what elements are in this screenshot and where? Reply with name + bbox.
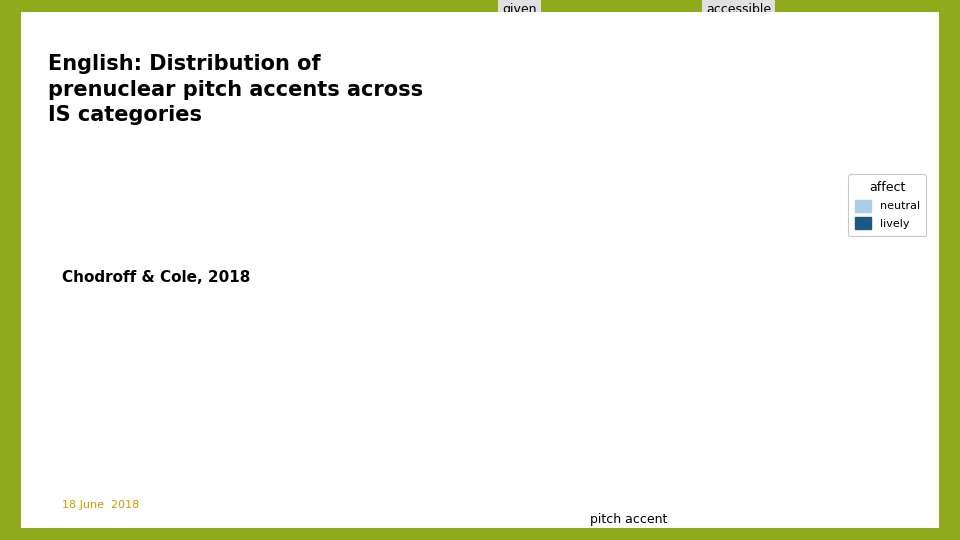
Title: contrastive: contrastive	[704, 248, 774, 261]
Title: accessible: accessible	[706, 3, 771, 16]
Bar	[715, 483, 732, 486]
Bar	[746, 152, 762, 241]
Bar	[432, 142, 448, 241]
Bar	[542, 53, 560, 241]
Text: 11: 11	[811, 191, 824, 201]
Text: Chodroff & Cole, 2018: Chodroff & Cole, 2018	[62, 270, 251, 285]
Text: 18 June  2018: 18 June 2018	[62, 500, 139, 510]
Text: 27: 27	[528, 381, 540, 391]
Text: 10: 10	[811, 440, 824, 449]
Bar	[590, 190, 607, 241]
Bar	[651, 173, 667, 241]
Text: 6: 6	[704, 208, 709, 218]
Text: 59: 59	[764, 27, 777, 37]
Title: given: given	[502, 3, 537, 16]
Text: 19: 19	[795, 409, 807, 419]
Text: 55: 55	[544, 40, 557, 51]
Bar	[432, 421, 448, 486]
Bar	[526, 394, 542, 486]
Bar	[746, 380, 762, 486]
Legend: neutral, lively: neutral, lively	[849, 174, 926, 236]
Y-axis label: count: count	[378, 359, 388, 390]
Bar	[651, 414, 667, 486]
Bar	[698, 221, 715, 241]
Title: new: new	[506, 248, 532, 261]
Text: 13: 13	[592, 429, 605, 439]
Text: 4: 4	[484, 215, 491, 225]
Bar	[479, 469, 495, 486]
Bar	[590, 442, 607, 486]
Text: pitch accent: pitch accent	[590, 514, 667, 526]
Bar	[448, 214, 465, 241]
Bar	[526, 142, 542, 241]
Bar	[448, 465, 465, 486]
Text: 5: 5	[484, 456, 491, 467]
Text: 26: 26	[748, 140, 760, 150]
Bar	[698, 469, 715, 486]
Text: 14: 14	[576, 181, 588, 191]
Bar	[573, 397, 590, 486]
Text: 19: 19	[434, 409, 446, 419]
Bar	[793, 421, 809, 486]
Text: 1: 1	[720, 470, 726, 480]
Bar	[667, 214, 684, 241]
Text: 8: 8	[453, 201, 460, 212]
Text: 6: 6	[453, 453, 460, 463]
Bar	[715, 218, 732, 241]
Bar	[793, 166, 809, 241]
Text: 57: 57	[544, 279, 557, 288]
Text: 7: 7	[720, 205, 726, 215]
Bar	[809, 204, 826, 241]
Text: 22: 22	[795, 154, 807, 164]
Text: 4: 4	[673, 460, 679, 470]
Bar	[762, 39, 779, 241]
Text: 26: 26	[576, 384, 588, 395]
Text: 31: 31	[748, 368, 760, 377]
Text: 20: 20	[653, 160, 665, 171]
Text: 21: 21	[653, 402, 665, 411]
Bar	[762, 277, 779, 486]
Bar	[809, 452, 826, 486]
Text: English: Distribution of
prenuclear pitch accents across
IS categories: English: Distribution of prenuclear pitc…	[48, 54, 423, 125]
Text: 15: 15	[592, 178, 605, 187]
Text: 29: 29	[434, 130, 446, 140]
Bar	[573, 193, 590, 241]
Bar	[542, 291, 560, 486]
Bar	[667, 472, 684, 486]
Bar	[479, 228, 495, 241]
Y-axis label: count: count	[378, 114, 388, 146]
Text: 29: 29	[528, 130, 540, 140]
Text: 8: 8	[673, 201, 679, 212]
Text: 5: 5	[704, 456, 709, 467]
Text: 61: 61	[764, 265, 777, 275]
